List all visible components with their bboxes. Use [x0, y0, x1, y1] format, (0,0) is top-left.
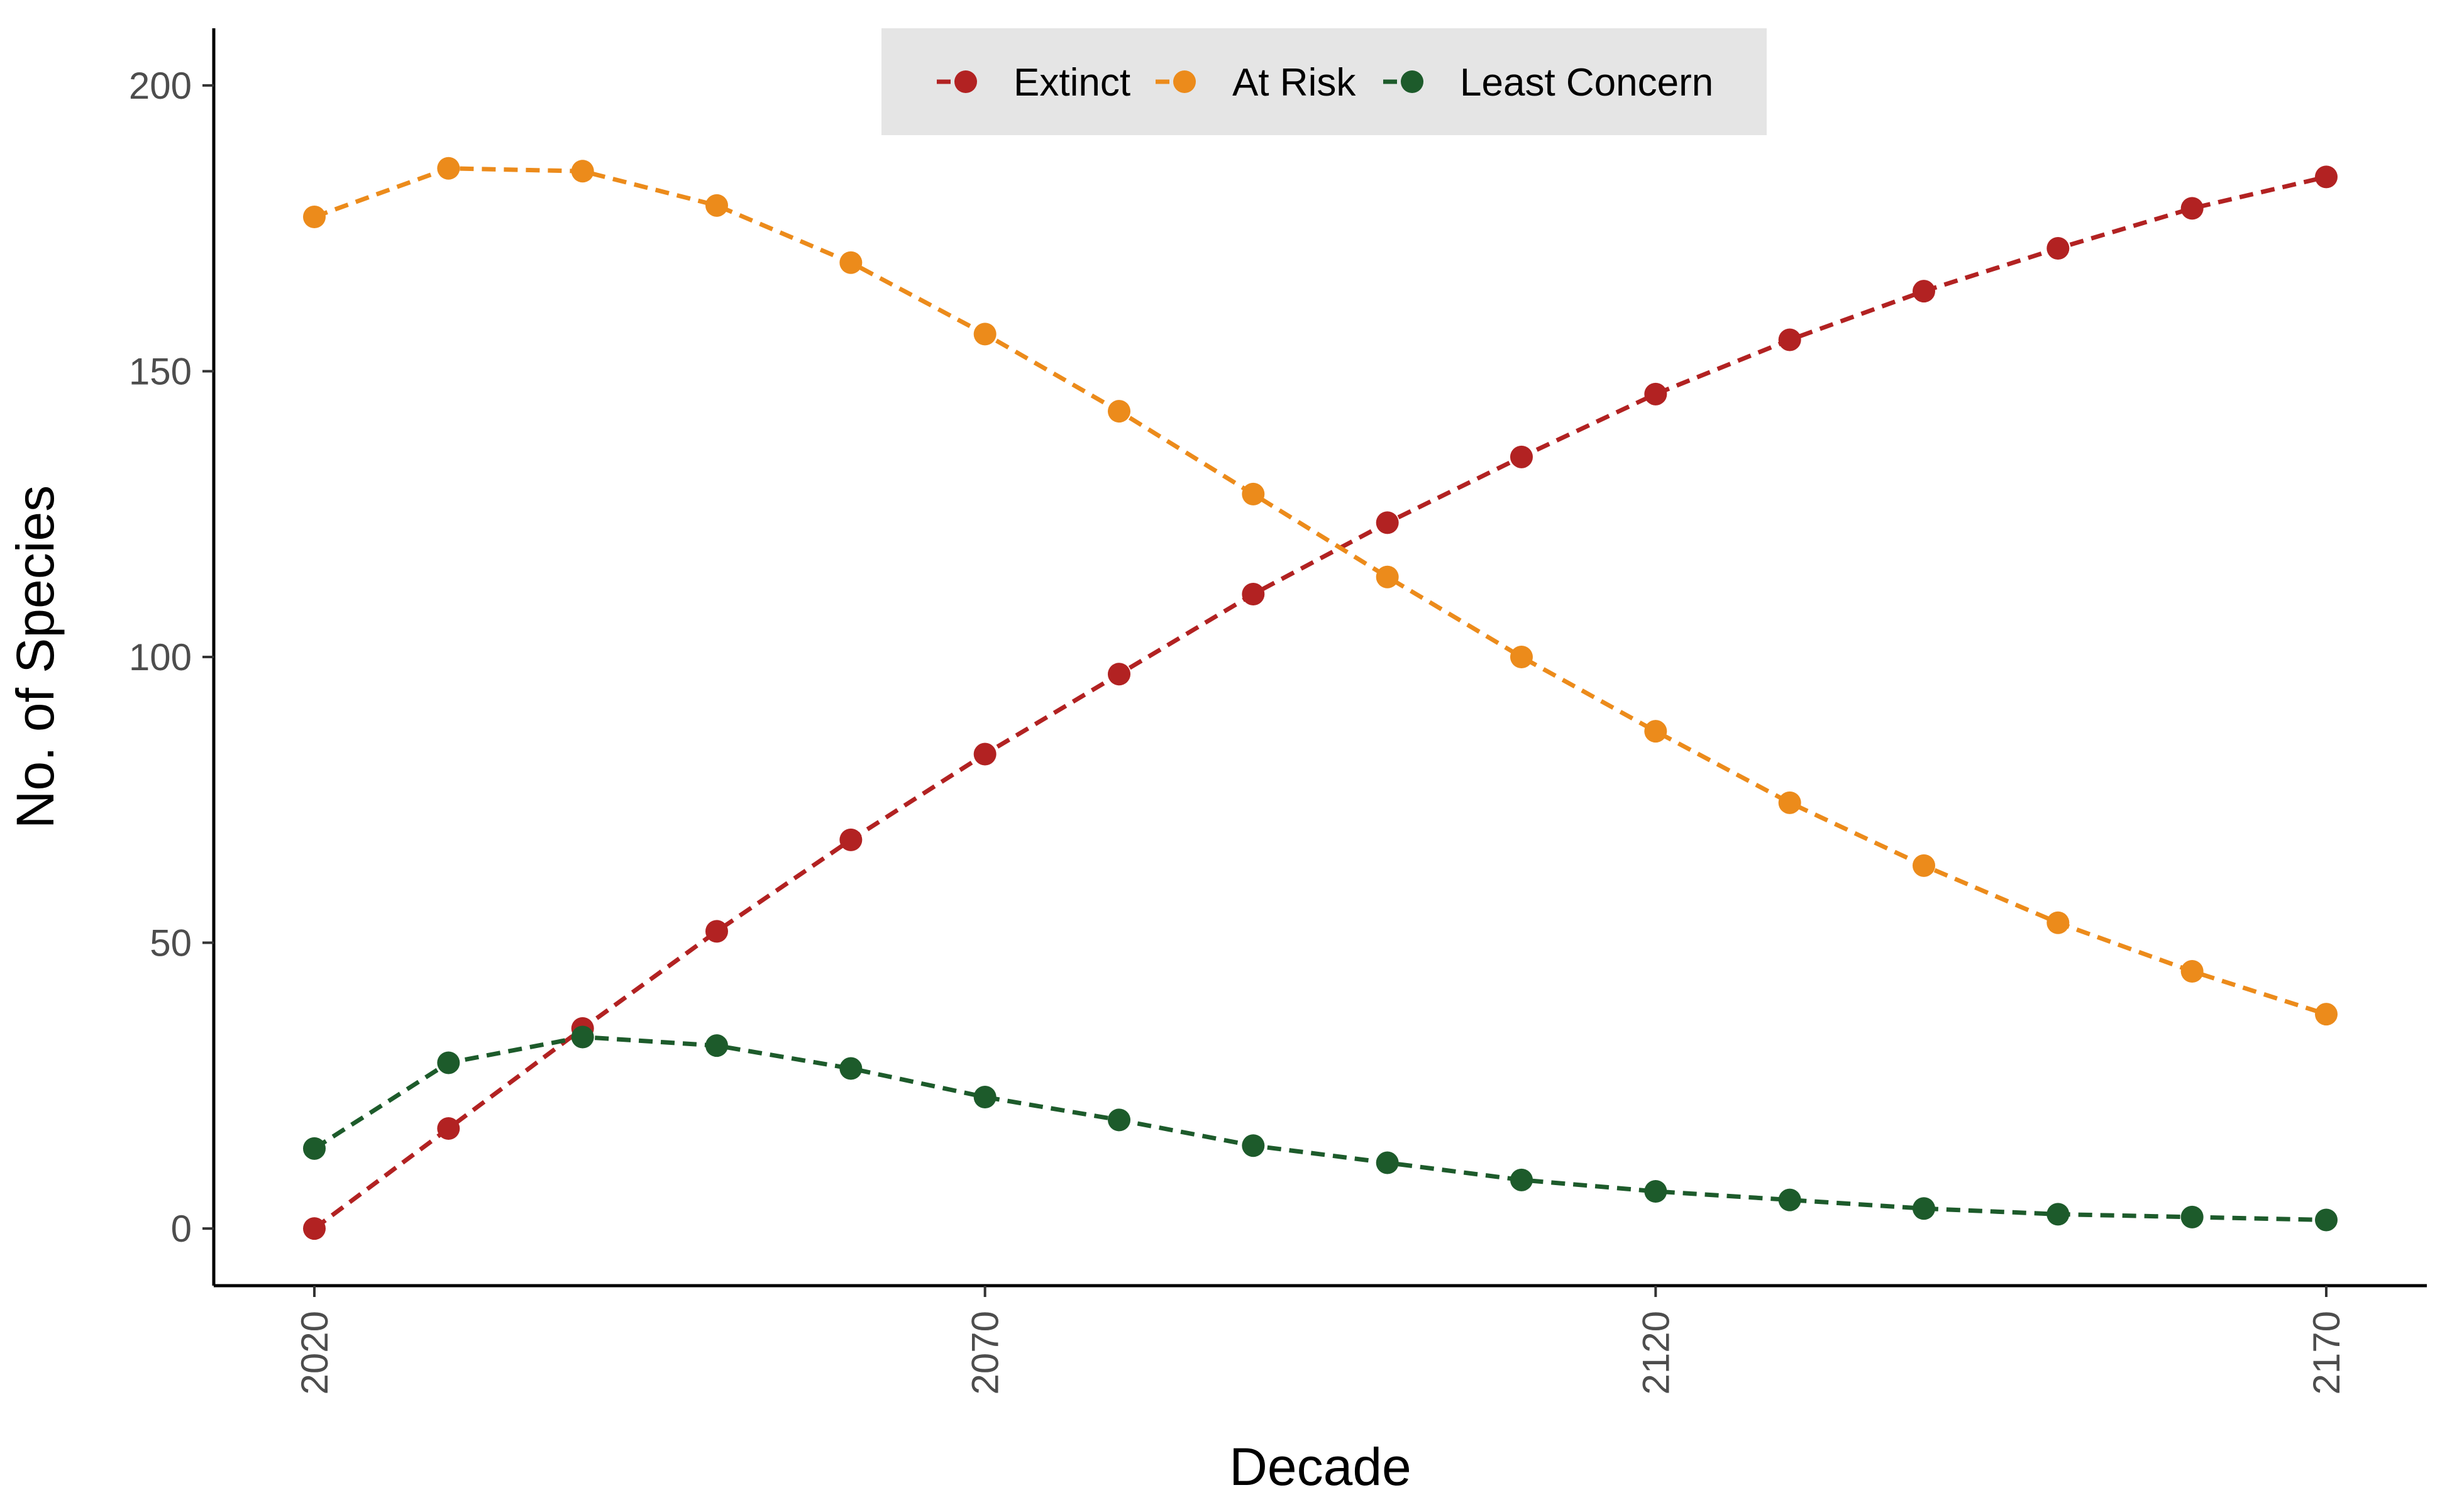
data-point-least-concern — [1778, 1188, 1801, 1211]
series-extinct — [303, 165, 2338, 1240]
data-point-at-risk — [303, 206, 326, 228]
data-point-extinct — [973, 742, 997, 766]
data-point-extinct — [2046, 237, 2070, 260]
data-point-at-risk — [437, 157, 460, 180]
legend-label: Extinct — [1013, 61, 1130, 104]
data-point-least-concern — [973, 1086, 997, 1108]
data-point-least-concern — [1376, 1151, 1399, 1174]
x-tick-label: 2070 — [964, 1311, 1007, 1394]
data-point-at-risk — [1778, 791, 1801, 814]
data-point-extinct — [1644, 382, 1667, 406]
data-point-extinct — [303, 1217, 326, 1240]
y-tick-label: 150 — [129, 350, 192, 392]
data-point-extinct — [1510, 445, 1533, 468]
x-tick-label: 2120 — [1635, 1311, 1677, 1394]
legend-item-extinct: Extinct — [937, 61, 1130, 104]
y-tick-label: 0 — [171, 1208, 192, 1250]
y-tick-label: 50 — [150, 922, 192, 964]
data-point-at-risk — [571, 160, 594, 183]
series-group — [303, 157, 2338, 1240]
y-tick-label: 100 — [129, 636, 192, 678]
data-point-extinct — [839, 828, 863, 851]
data-point-extinct — [1376, 511, 1399, 534]
data-point-extinct — [705, 920, 728, 943]
data-point-at-risk — [2315, 1003, 2338, 1026]
legend-key-marker — [954, 70, 977, 93]
series-line-least-concern — [313, 1035, 2327, 1222]
data-point-least-concern — [1913, 1197, 1935, 1220]
data-point-at-risk — [2046, 911, 2070, 934]
axes: 0 50 100 150 200 2020 2070 2120 2170 — [129, 28, 2427, 1394]
legend-item-least-concern: Least Concern — [1383, 61, 1713, 104]
data-point-least-concern — [705, 1034, 728, 1057]
data-point-least-concern — [2315, 1208, 2338, 1232]
data-point-extinct — [2315, 165, 2338, 189]
data-point-least-concern — [437, 1051, 460, 1074]
legend-key-marker — [1173, 70, 1196, 93]
legend-label: Least Concern — [1460, 61, 1713, 104]
data-point-extinct — [1108, 663, 1130, 686]
x-axis-title: Decade — [1229, 1437, 1411, 1496]
data-point-extinct — [1913, 280, 1935, 303]
legend-background — [881, 28, 1767, 135]
data-point-least-concern — [1242, 1134, 1265, 1157]
series-line-extinct — [312, 174, 2327, 1230]
data-point-extinct — [2180, 197, 2204, 220]
data-point-least-concern — [2046, 1203, 2070, 1226]
data-point-least-concern — [303, 1137, 326, 1160]
data-point-at-risk — [973, 323, 997, 346]
x-tick-label: 2020 — [294, 1311, 336, 1394]
data-point-at-risk — [1108, 400, 1130, 423]
data-point-at-risk — [1644, 720, 1667, 743]
data-point-at-risk — [1913, 854, 1935, 877]
data-point-least-concern — [839, 1057, 863, 1080]
legend: Extinct At Risk Least Concern — [881, 28, 1767, 135]
data-point-at-risk — [1510, 646, 1533, 668]
data-point-least-concern — [1108, 1108, 1130, 1132]
data-point-least-concern — [2180, 1205, 2204, 1228]
data-point-at-risk — [839, 251, 863, 274]
series-line-at-risk — [313, 166, 2328, 1017]
y-axis-title: No. of Species — [6, 485, 65, 829]
data-point-extinct — [1242, 583, 1265, 605]
data-point-at-risk — [1376, 565, 1399, 588]
x-tick-label: 2170 — [2306, 1311, 2348, 1394]
data-point-least-concern — [1644, 1180, 1667, 1203]
data-point-least-concern — [1510, 1168, 1533, 1191]
data-point-extinct — [437, 1117, 460, 1140]
legend-item-at-risk: At Risk — [1156, 61, 1356, 104]
series-least-concern — [303, 1025, 2338, 1232]
y-tick-label: 200 — [129, 65, 192, 107]
data-point-at-risk — [1242, 482, 1265, 505]
data-point-at-risk — [2180, 960, 2204, 983]
series-at-risk — [303, 157, 2338, 1026]
data-point-at-risk — [705, 194, 728, 217]
legend-label: At Risk — [1232, 61, 1356, 104]
data-point-least-concern — [571, 1025, 594, 1049]
data-point-extinct — [1778, 328, 1801, 351]
legend-key-marker — [1401, 70, 1423, 93]
